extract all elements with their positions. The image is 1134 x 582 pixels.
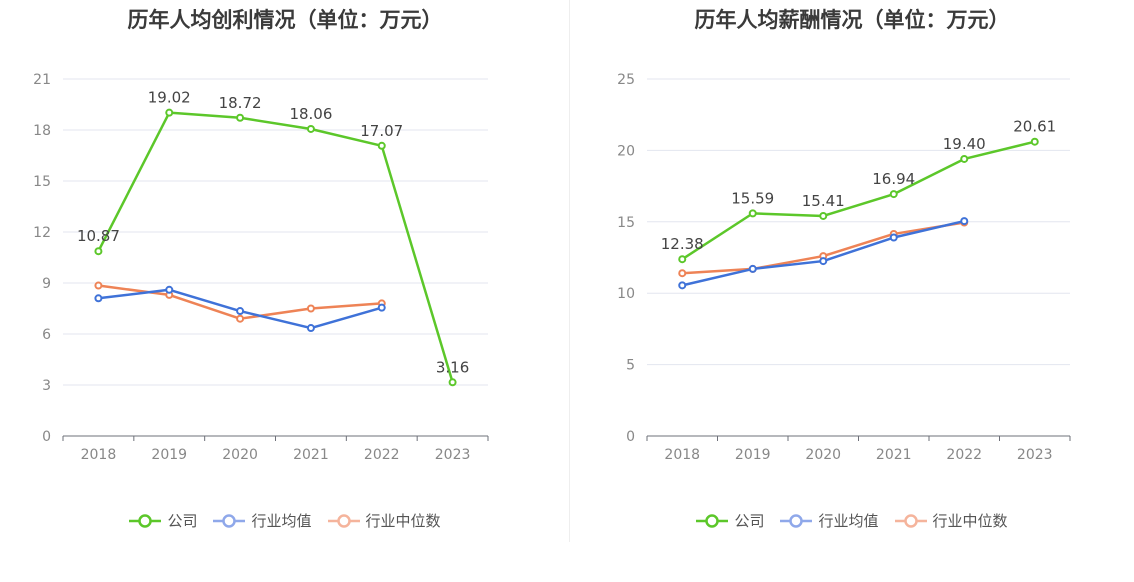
data-point[interactable] xyxy=(678,269,687,278)
data-point[interactable] xyxy=(748,209,757,218)
data-label: 19.40 xyxy=(943,135,986,153)
x-tick-label: 2018 xyxy=(81,447,117,463)
data-label: 17.07 xyxy=(360,122,403,140)
legend-item[interactable]: 公司 xyxy=(129,510,197,531)
legend-label: 行业均值 xyxy=(818,512,879,530)
data-label: 18.72 xyxy=(219,94,262,112)
y-tick-label: 15 xyxy=(617,215,635,231)
chart-title: 历年人均薪酬情况（单位：万元） xyxy=(694,8,1010,32)
y-tick-label: 18 xyxy=(33,123,51,139)
legend-marker-icon xyxy=(213,513,246,528)
x-tick-label: 2022 xyxy=(946,447,982,463)
data-label: 15.41 xyxy=(802,192,845,210)
data-point[interactable] xyxy=(165,285,174,294)
data-point[interactable] xyxy=(94,247,103,256)
x-tick-label: 2023 xyxy=(435,447,471,463)
legend-marker-icon xyxy=(894,513,927,528)
x-tick-label: 2023 xyxy=(1017,447,1053,463)
data-point[interactable] xyxy=(889,190,898,199)
data-label: 20.61 xyxy=(1013,118,1056,136)
legend-item[interactable]: 行业中位数 xyxy=(327,510,441,531)
legend-label: 公司 xyxy=(734,512,765,530)
data-point[interactable] xyxy=(236,307,245,316)
data-point[interactable] xyxy=(819,257,828,266)
chart-svg-left: 0 3 6 9 12 15 18 21 2018 2019 2020 2021 2022 2023 10.8… xyxy=(33,72,489,463)
x-tick-label: 2022 xyxy=(364,447,400,463)
series-line xyxy=(681,140,1036,261)
y-tick-label: 0 xyxy=(42,429,51,445)
data-point[interactable] xyxy=(1030,137,1039,146)
data-point[interactable] xyxy=(960,217,969,226)
data-point[interactable] xyxy=(306,304,315,313)
legend-marker-icon xyxy=(327,513,360,528)
data-point[interactable] xyxy=(94,281,103,290)
legend-marker-icon xyxy=(129,513,162,528)
legend-marker-icon xyxy=(696,513,729,528)
data-label: 10.87 xyxy=(77,227,120,245)
legend-label: 行业中位数 xyxy=(932,512,1008,530)
data-point[interactable] xyxy=(377,141,386,150)
y-tick-label: 10 xyxy=(617,286,635,302)
legend-label: 行业均值 xyxy=(251,512,312,530)
legend-label: 公司 xyxy=(167,512,198,530)
y-tick-label: 0 xyxy=(626,429,635,445)
chart-svg-right: 0 5 10 15 20 25 2018 2019 2020 2021 2022 2023 12.38 1… xyxy=(617,72,1071,463)
y-tick-label: 9 xyxy=(42,276,51,292)
x-tick-label: 2018 xyxy=(664,447,700,463)
data-point[interactable] xyxy=(377,303,386,312)
data-point[interactable] xyxy=(306,324,315,333)
data-point[interactable] xyxy=(448,378,457,387)
data-label: 12.38 xyxy=(661,235,704,253)
data-label: 15.59 xyxy=(731,189,774,207)
y-tick-label: 6 xyxy=(42,327,51,343)
y-tick-label: 20 xyxy=(617,143,635,159)
y-tick-label: 25 xyxy=(617,72,635,88)
legend-item[interactable]: 行业中位数 xyxy=(894,510,1008,531)
data-point[interactable] xyxy=(960,154,969,163)
data-label: 19.02 xyxy=(148,89,191,107)
x-tick-label: 2021 xyxy=(876,447,912,463)
y-tick-label: 15 xyxy=(33,174,51,190)
x-tick-label: 2019 xyxy=(735,447,771,463)
y-tick-label: 21 xyxy=(33,72,51,88)
y-tick-label: 12 xyxy=(33,225,51,241)
x-tick-label: 2021 xyxy=(293,447,329,463)
series-line xyxy=(97,111,454,383)
chart-legend: 公司 行业均值 行业中位数 xyxy=(0,510,570,531)
x-tick-label: 2020 xyxy=(222,447,258,463)
data-point[interactable] xyxy=(678,281,687,290)
legend-item[interactable]: 公司 xyxy=(696,510,764,531)
data-point[interactable] xyxy=(236,314,245,323)
data-label: 3.16 xyxy=(436,358,469,376)
data-point[interactable] xyxy=(678,255,687,264)
data-label: 16.94 xyxy=(872,170,915,188)
legend-item[interactable]: 行业均值 xyxy=(213,510,312,531)
y-tick-label: 3 xyxy=(42,378,51,394)
data-label: 18.06 xyxy=(289,105,332,123)
data-point[interactable] xyxy=(165,108,174,117)
data-point[interactable] xyxy=(819,211,828,220)
x-tick-label: 2019 xyxy=(151,447,187,463)
chart-left: 历年人均创利情况（单位：万元） 0 3 6 9 12 15 18 21 2018 2019 2020… xyxy=(0,8,570,531)
y-tick-label: 5 xyxy=(626,358,635,374)
data-point[interactable] xyxy=(889,233,898,242)
data-point[interactable] xyxy=(748,264,757,273)
chart-legend: 公司 行业均值 行业中位数 xyxy=(570,510,1134,531)
data-point[interactable] xyxy=(94,294,103,303)
chart-divider xyxy=(569,0,570,542)
chart-title: 历年人均创利情况（单位：万元） xyxy=(127,8,443,32)
chart-right: 历年人均薪酬情况（单位：万元） 0 5 10 15 20 25 2018 2019 2020 20… xyxy=(570,0,1134,582)
legend-item[interactable]: 行业均值 xyxy=(780,510,879,531)
legend-marker-icon xyxy=(780,513,813,528)
x-tick-label: 2020 xyxy=(805,447,841,463)
data-point[interactable] xyxy=(306,124,315,133)
data-point[interactable] xyxy=(236,113,245,122)
legend-label: 行业中位数 xyxy=(365,512,441,530)
